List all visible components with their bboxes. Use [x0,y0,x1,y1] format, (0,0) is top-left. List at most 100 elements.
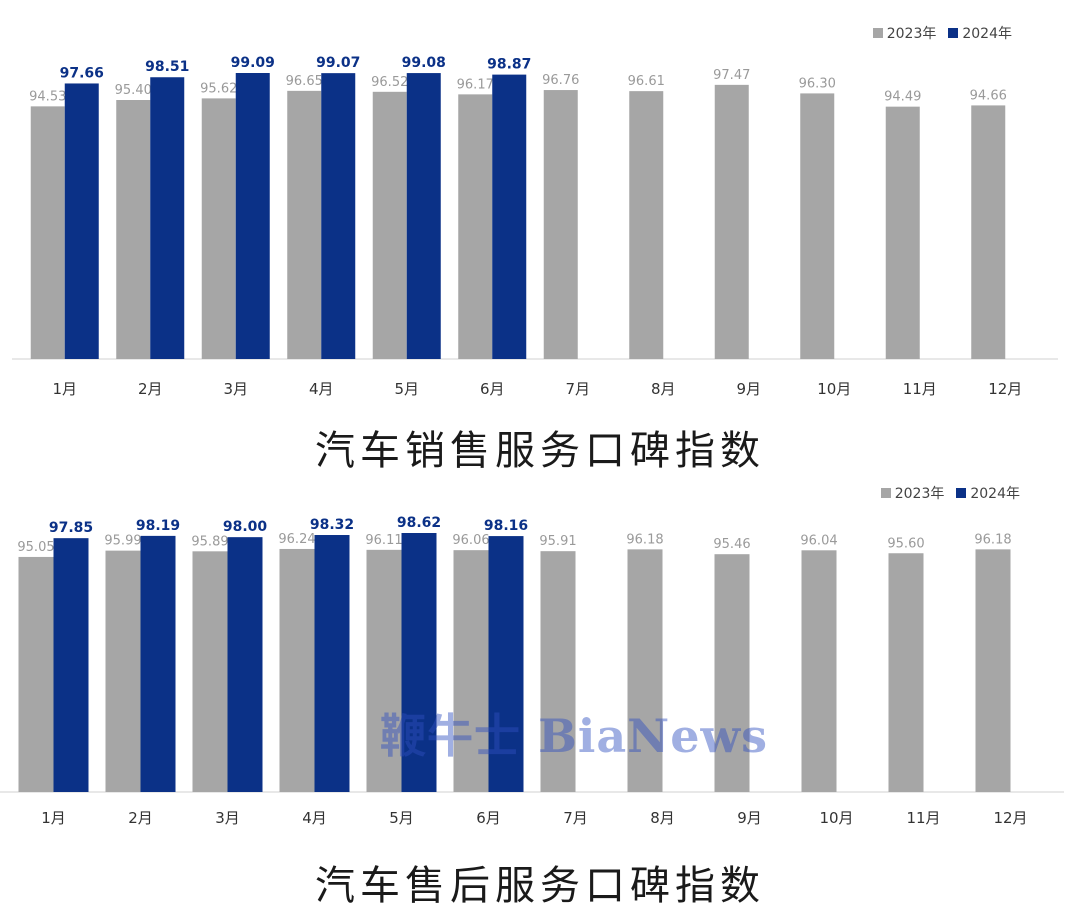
data-label-2024: 98.51 [145,59,189,75]
x-tick-label: 9月 [737,809,762,827]
data-label-2024: 98.19 [136,518,180,534]
chart-title: 汽车售后服务口碑指数 [315,863,765,909]
x-tick-label: 4月 [309,380,334,398]
chart-legend: 2023年 2024年 [880,483,1020,503]
data-label-2023: 97.47 [713,68,750,83]
data-label-2023: 96.06 [452,533,489,548]
after-sales-service-chart: 2023年 2024年 95.05 97.85 1月 95.99 98.19 2月 95.8… [0,470,1080,835]
data-label-2023: 95.46 [713,537,750,552]
data-label-2023: 95.05 [17,540,54,555]
data-label-2024: 99.08 [402,55,446,71]
legend-swatch-2024 [948,28,959,38]
x-tick-label: 12月 [988,380,1022,398]
x-tick-label: 10月 [819,809,853,827]
x-tick-label: 8月 [651,380,676,398]
bar-2023 [540,551,576,792]
chart-plot: 94.53 97.66 1月 95.40 98.51 2月 95.62 99.09 3月 96.6… [12,55,1058,398]
data-label-2023: 96.18 [626,532,663,547]
bar-2023 [800,93,835,359]
x-tick-label: 1月 [52,380,77,398]
data-label-2024: 98.16 [484,518,528,534]
chart-title: 汽车销售服务口碑指数 [315,428,765,474]
bar-2023 [714,84,749,359]
data-label-2024: 99.09 [231,55,275,71]
legend-item-2023: 2023年 [872,23,937,43]
bar-2024 [314,535,350,792]
bar-2024 [150,77,185,360]
bar-2023 [279,548,315,792]
bar-2023 [366,549,402,792]
data-label-2023: 94.49 [884,90,921,105]
data-label-2023: 96.61 [628,74,665,89]
bar-2023 [629,91,664,360]
data-label-2023: 96.65 [286,74,323,89]
data-label-2023: 96.18 [974,532,1011,547]
bar-2023 [372,91,407,359]
data-label-2023: 95.91 [539,534,576,549]
legend-swatch-2023 [872,28,883,38]
bar-2023 [30,106,65,359]
bar-2023 [975,549,1011,792]
x-tick-label: 6月 [480,380,505,398]
watermark: 鞭牛士 BiaNews [380,709,768,763]
legend-item-2024: 2024年 [948,23,1012,43]
data-label-2023: 95.62 [200,81,237,96]
x-tick-label: 9月 [736,380,761,398]
legend-label-2023: 2023年 [886,26,937,42]
data-label-2023: 96.17 [457,77,494,92]
bar-2023 [105,550,141,792]
data-label-2024: 98.32 [310,517,354,533]
x-tick-label: 3月 [223,380,248,398]
data-label-2024: 97.66 [60,65,104,81]
bar-2024 [53,538,89,792]
data-label-2024: 99.07 [316,55,360,71]
data-label-2023: 96.11 [365,533,402,548]
data-label-2023: 96.76 [542,73,579,88]
data-label-2023: 95.89 [191,534,228,549]
bar-2023 [116,99,151,360]
bar-2024 [235,73,270,359]
legend-label-2024: 2024年 [970,486,1020,502]
x-tick-label: 2月 [128,809,153,827]
x-tick-label: 12月 [993,809,1027,827]
bar-2024 [488,536,524,792]
bar-2023 [971,105,1006,360]
bar-2023 [201,98,236,360]
chart-legend: 2023年 2024年 [872,23,1012,43]
bar-2023 [192,551,228,792]
x-tick-label: 4月 [302,809,327,827]
data-label-2024: 98.87 [487,57,531,73]
legend-label-2024: 2024年 [962,26,1012,42]
bar-2023 [888,553,924,792]
data-label-2024: 98.00 [223,519,268,535]
x-tick-label: 11月 [906,809,940,827]
bar-2023 [18,556,54,792]
data-label-2024: 97.85 [49,520,93,536]
bar-2023 [885,106,920,359]
legend-item-2023: 2023年 [880,483,945,503]
bar-2023 [453,550,489,792]
data-label-2023: 96.52 [371,75,408,90]
data-label-2023: 95.60 [887,536,924,551]
x-tick-label: 10月 [817,380,851,398]
bar-2023 [801,550,837,792]
x-tick-label: 7月 [565,380,590,398]
x-tick-label: 8月 [650,809,675,827]
bar-2024 [140,535,176,792]
x-tick-label: 5月 [389,809,414,827]
bar-2023 [458,94,493,360]
bar-2024 [406,73,441,359]
bar-2023 [627,549,663,792]
bar-2024 [401,533,437,792]
legend-swatch-2024 [956,488,967,498]
legend-swatch-2023 [880,488,891,498]
sales-service-chart: 2023年 2024年 94.53 97.66 1月 95.40 98.51 2月 95.6… [0,0,1080,415]
legend-label-2023: 2023年 [894,486,945,502]
data-label-2023: 95.99 [104,534,141,549]
data-label-2024: 98.62 [397,515,441,531]
bar-2024 [492,74,527,359]
bar-2024 [64,83,99,359]
data-label-2023: 94.66 [970,88,1007,103]
legend-item-2024: 2024年 [956,483,1020,503]
